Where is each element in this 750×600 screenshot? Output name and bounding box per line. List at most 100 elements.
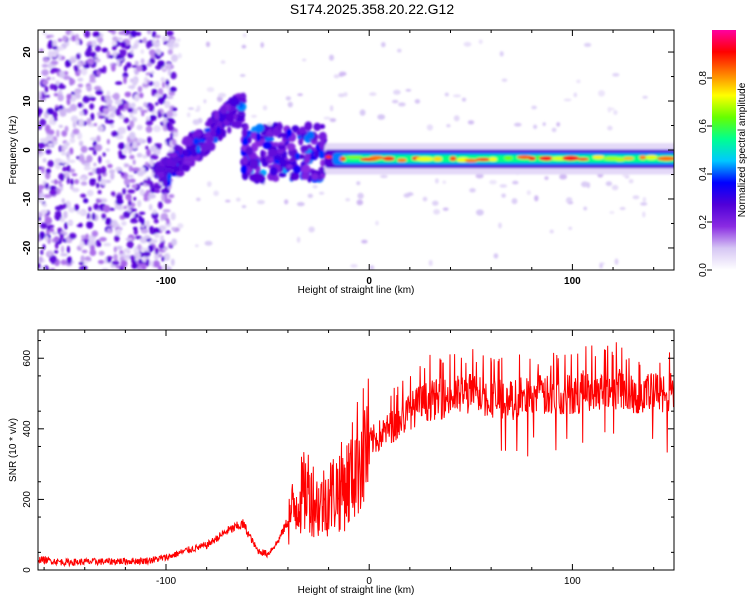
spectrogram-cell bbox=[69, 78, 76, 85]
spectrogram-cell bbox=[144, 161, 149, 167]
spectrogram-band-peak bbox=[346, 155, 363, 159]
spectrogram-cell bbox=[122, 188, 126, 195]
spectrogram-cell bbox=[127, 107, 134, 113]
spectrogram-cell bbox=[158, 143, 162, 150]
spectrogram-cell bbox=[71, 173, 78, 177]
spectrogram-cell bbox=[150, 186, 156, 194]
spectrogram-cell bbox=[46, 108, 54, 115]
spectrogram-cell bbox=[123, 211, 131, 219]
spectrogram-cell bbox=[53, 250, 59, 254]
spectrogram-cell bbox=[111, 94, 119, 99]
colorbar-ticks: 0.0 0.2 0.4 0.6 0.8 bbox=[698, 71, 712, 277]
spectrogram-cell bbox=[422, 196, 428, 202]
spectrogram-cell bbox=[123, 65, 128, 72]
spectrogram-cell bbox=[166, 218, 170, 225]
spectrogram-band-peak bbox=[475, 157, 492, 162]
spectrogram-cell bbox=[65, 161, 69, 165]
spectrogram-cell bbox=[100, 166, 107, 175]
spectrogram-cell bbox=[563, 98, 572, 102]
spectrogram-band-peak bbox=[382, 156, 395, 161]
spectrogram-cell bbox=[501, 193, 506, 198]
spectrogram-cell bbox=[205, 41, 211, 48]
spectrogram-cell bbox=[218, 92, 227, 98]
spectrogram-cell bbox=[69, 137, 76, 144]
spectrogram-cell bbox=[115, 167, 123, 171]
spectrogram-cell bbox=[132, 141, 138, 150]
spectrogram-cell bbox=[319, 124, 326, 129]
spectrogram-cell bbox=[66, 256, 73, 265]
spectrogram-cell bbox=[72, 128, 80, 135]
spectrogram-cell bbox=[133, 228, 138, 236]
spectrogram-cell bbox=[53, 236, 60, 243]
spectrogram-cell bbox=[136, 124, 143, 131]
spectrogram-cell bbox=[89, 73, 96, 82]
spectrogram-cell bbox=[613, 110, 618, 115]
spectrogram-cell bbox=[101, 47, 109, 53]
spectrogram-cell bbox=[79, 266, 83, 270]
spectrogram-cell bbox=[97, 259, 105, 265]
figure-title: S174.2025.358.20.22.G12 bbox=[290, 1, 454, 17]
spectrogram-cell bbox=[146, 62, 153, 67]
spectrogram-cell bbox=[77, 83, 84, 88]
spectrogram-cell bbox=[139, 92, 144, 99]
spectrogram-cell bbox=[93, 203, 99, 210]
spectrogram-cell bbox=[549, 229, 554, 234]
spectrogram-cell bbox=[148, 244, 154, 253]
spectrogram-cell bbox=[142, 251, 151, 257]
spectrogram-cell bbox=[207, 181, 212, 187]
spectrogram-cell bbox=[86, 118, 92, 125]
spectrogram-cell bbox=[125, 62, 132, 68]
spectrogram-cell bbox=[133, 93, 140, 102]
spectrogram-cell bbox=[619, 207, 626, 210]
spectrogram-cell bbox=[132, 208, 137, 212]
spectrogram-cell bbox=[405, 89, 412, 92]
spectrogram-cell bbox=[95, 89, 104, 96]
spectrogram-cell bbox=[74, 204, 80, 211]
spectrogram-cell bbox=[338, 71, 347, 77]
spectrogram-cell bbox=[204, 240, 213, 246]
spectrogram-cell bbox=[89, 103, 95, 110]
spectrogram-cell bbox=[115, 198, 124, 205]
spectrogram-cell bbox=[44, 85, 49, 93]
snr-y-tick-label: 600 bbox=[22, 349, 33, 366]
spectrogram-cell bbox=[433, 209, 440, 215]
spectrogram-cell bbox=[70, 115, 79, 123]
spectrogram-cell bbox=[131, 213, 135, 217]
spectrogram-cell bbox=[58, 105, 64, 110]
spectrogram-cell bbox=[300, 145, 309, 153]
spectrogram-cell bbox=[157, 201, 163, 209]
spectrogram-cell bbox=[86, 155, 93, 163]
spectrogram-cell bbox=[166, 63, 171, 70]
spectrogram-band-peak bbox=[415, 156, 434, 162]
spectrogram-cell bbox=[153, 184, 163, 190]
spectrogram-cell bbox=[78, 118, 84, 127]
spectrogram-cell bbox=[605, 181, 613, 187]
spectrogram-cell bbox=[123, 76, 127, 84]
spectrogram-cell bbox=[103, 242, 111, 247]
spectrogram-cell bbox=[81, 249, 88, 254]
spectrogram-cell bbox=[137, 200, 142, 208]
spectrogram-cell bbox=[612, 73, 620, 77]
spectrogram-band-peak bbox=[657, 156, 674, 161]
spectrogram-cell bbox=[145, 120, 154, 126]
spectrogram-cell bbox=[90, 244, 95, 252]
spectrogram-cell bbox=[145, 125, 153, 133]
spectrogram-cell bbox=[172, 107, 178, 112]
spectrogram-cell bbox=[69, 57, 77, 64]
spectrogram-cell bbox=[42, 158, 47, 163]
spectrogram-cell bbox=[186, 112, 191, 118]
spectrogram-cell bbox=[160, 213, 169, 220]
spectrogram-cell bbox=[296, 202, 305, 207]
spectrogram-cell bbox=[58, 82, 64, 90]
spectrogram-cell bbox=[308, 226, 315, 233]
spectrogram-cell bbox=[91, 40, 97, 48]
spectrogram-cell bbox=[132, 78, 138, 86]
spectrogram-cell bbox=[103, 107, 110, 115]
spectrogram-cell bbox=[56, 129, 60, 138]
spectrogram-cell bbox=[93, 123, 97, 127]
spectrogram-cell bbox=[66, 245, 70, 254]
spectrogram-cell bbox=[118, 154, 127, 160]
spectrogram-cell bbox=[157, 60, 165, 68]
spectrogram-cell bbox=[146, 148, 151, 157]
